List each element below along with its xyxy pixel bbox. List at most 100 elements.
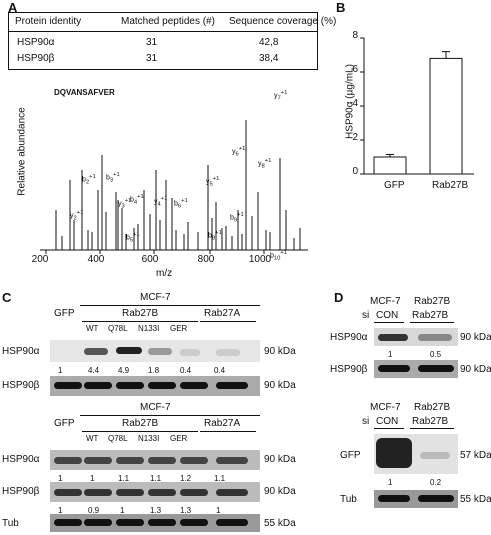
quant-value: 1.1 (118, 474, 130, 483)
kda-label: 57 kDa (460, 450, 491, 461)
quant-value: 1.3 (180, 506, 192, 515)
ion-label: b4+1 (130, 194, 144, 206)
quant-value: 0.4 (214, 366, 226, 375)
blot-strip (374, 434, 458, 474)
row-label: HSP90β (330, 364, 368, 375)
ion-label: y8+1 (258, 158, 272, 170)
quant-value: 0.9 (88, 506, 100, 515)
row-label: Tub (340, 494, 357, 505)
group-label: Rab27A (204, 418, 241, 429)
quant-value: 1 (58, 366, 63, 375)
kda-label: 90 kDa (264, 454, 296, 465)
ion-label: y7+1 (274, 90, 288, 102)
variant-label: WT (86, 324, 99, 333)
ion-label: y5+1 (206, 176, 220, 188)
row-label: GFP (340, 450, 361, 461)
table-header-protein: Protein identity (15, 16, 82, 27)
quant-value: 1.8 (148, 366, 160, 375)
table-header-peptides: Matched peptides (#) (121, 16, 215, 27)
condition-label: Rab27B (412, 416, 449, 427)
y-tick-label: 4 (352, 98, 358, 109)
group-label: GFP (54, 418, 75, 429)
blot-strip (50, 340, 260, 362)
kda-label: 55 kDa (264, 518, 296, 529)
x-tick-label: 400 (87, 254, 105, 265)
table-cell: 42,8 (259, 37, 279, 48)
quant-value: 1 (120, 506, 125, 515)
x-category-label: GFP (384, 180, 405, 191)
group-label: Rab27B (122, 418, 159, 429)
peptide-sequence: DQVANSAFVER (54, 88, 115, 97)
x-tick-label: 600 (141, 254, 159, 265)
quant-value: 4.4 (88, 366, 100, 375)
table-cell: 38,4 (259, 53, 279, 64)
variant-label: Q78L (108, 324, 128, 333)
target-label: Rab27B (414, 402, 451, 413)
quant-value: 4.9 (118, 366, 130, 375)
quant-value: 0.4 (180, 366, 192, 375)
row-label: HSP90α (2, 346, 40, 357)
ion-label: b9+1 (230, 212, 244, 224)
panel-label-d: D (334, 290, 344, 305)
kda-label: 90 kDa (264, 380, 296, 391)
condition-label: Rab27B (412, 310, 449, 321)
ion-label: y4+1 (154, 196, 168, 208)
table-divider (9, 31, 317, 32)
table-cell: 31 (146, 37, 158, 48)
blot-c-top: MCF-7 GFP Rab27B Rab27A WT Q78L N133I GE… (0, 290, 300, 400)
target-label: Rab27B (414, 296, 451, 307)
variant-label: GER (170, 434, 188, 443)
panel-label-b: B (336, 0, 346, 15)
row-label: HSP90β (2, 380, 40, 391)
x-axis-label: m/z (156, 268, 173, 279)
quant-value: 1.1 (150, 474, 162, 483)
si-label: si (362, 416, 370, 427)
table-cell: 31 (146, 53, 158, 64)
identity-table: Protein identity Matched peptides (#) Se… (8, 12, 336, 70)
quant-value: 1.3 (150, 506, 162, 515)
quant-value: 1.1 (214, 474, 226, 483)
y-tick-label: 2 (352, 132, 358, 143)
condition-label: CON (376, 310, 399, 321)
kda-label: 90 kDa (264, 346, 296, 357)
variant-label: WT (86, 434, 99, 443)
y-tick-label: 6 (352, 64, 358, 75)
table-cell: HSP90α (17, 37, 55, 48)
table-header-coverage: Sequence coverage (%) (229, 16, 337, 27)
variant-label: N133I (138, 324, 160, 333)
quant-value: 1.2 (180, 474, 192, 483)
kda-label: 55 kDa (460, 494, 491, 505)
blot-strip (374, 328, 458, 346)
group-label: Rab27B (122, 308, 159, 319)
cell-line-label: MCF-7 (140, 292, 171, 303)
group-label: GFP (54, 308, 75, 319)
y-tick-label: 8 (352, 30, 358, 41)
blot-strip (50, 450, 260, 470)
variant-label: N133I (138, 434, 160, 443)
quant-value: 1 (216, 506, 221, 515)
ion-label: b3+1 (106, 172, 120, 184)
bar-rab27b (429, 57, 463, 175)
bar-chart: 8 6 4 2 0 GFP Rab27B (334, 18, 484, 198)
ion-label: y3+1 (118, 198, 132, 210)
panel-label-a: A (8, 0, 18, 15)
x-tick-label: 1000 (248, 254, 272, 265)
blot-strip (374, 490, 458, 508)
blot-d-bottom: MCF-7 Rab27B si CON Rab27B GFP 57 kDa 1 … (326, 396, 491, 535)
blot-d-top: MCF-7 Rab27B si CON Rab27B HSP90α 90 kDa… (326, 290, 491, 380)
quant-value: 1 (388, 350, 393, 359)
si-label: si (362, 310, 370, 321)
kda-label: 90 kDa (264, 486, 296, 497)
blot-strip (50, 376, 260, 396)
quant-value: 1 (388, 478, 393, 487)
ion-label: y6+1 (232, 146, 246, 158)
row-label: HSP90α (2, 454, 40, 465)
ion-label: b10+1 (270, 250, 288, 262)
blot-strip (374, 360, 458, 378)
cell-line-label: MCF-7 (370, 402, 401, 413)
kda-label: 90 kDa (460, 332, 491, 343)
quant-value: 0.5 (430, 350, 442, 359)
x-category-label: Rab27B (432, 180, 469, 191)
condition-label: CON (376, 416, 399, 427)
quant-value: 1 (58, 506, 63, 515)
